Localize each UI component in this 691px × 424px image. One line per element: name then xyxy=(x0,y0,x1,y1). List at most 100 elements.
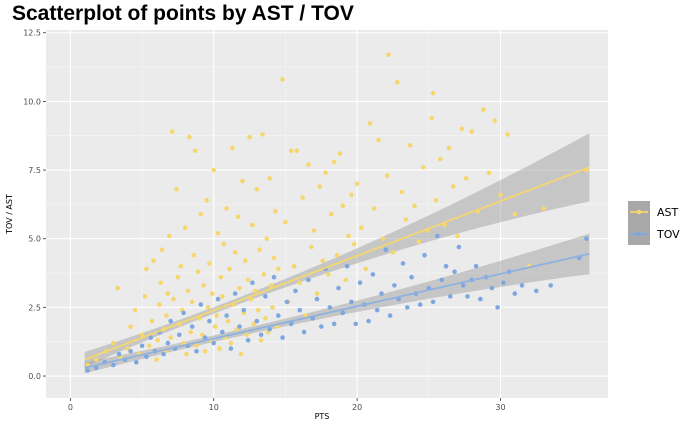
tov-point xyxy=(224,313,229,318)
ast-point xyxy=(154,357,159,362)
ast-point xyxy=(273,209,278,214)
ast-point xyxy=(168,335,173,340)
ast-point xyxy=(268,283,274,288)
x-tick-label: 30 xyxy=(495,403,505,412)
tov-point xyxy=(357,280,363,286)
tov-point xyxy=(319,324,324,329)
ast-point xyxy=(228,340,234,346)
ast-point xyxy=(420,165,426,170)
y-tick-label: 2.5 xyxy=(28,303,41,312)
ast-point xyxy=(230,145,235,151)
ast-point xyxy=(212,324,218,329)
ast-point xyxy=(188,329,194,335)
ast-point xyxy=(247,134,252,140)
confidence-band-ast xyxy=(84,133,590,368)
tov-point xyxy=(349,299,354,305)
ast-point xyxy=(232,250,238,255)
tov-point xyxy=(228,346,234,351)
ast-point xyxy=(271,255,277,261)
tov-point xyxy=(456,244,462,250)
tov-point xyxy=(198,302,204,307)
ast-point xyxy=(317,184,323,189)
tov-point xyxy=(297,307,303,313)
x-axis-ticks: 0 10 20 30 xyxy=(68,398,506,412)
ast-point xyxy=(349,192,354,198)
legend-key-point xyxy=(636,231,642,237)
ast-point xyxy=(267,176,273,181)
ast-point xyxy=(463,176,469,181)
tov-point xyxy=(336,285,341,291)
legend-label: AST xyxy=(657,206,679,219)
tov-point xyxy=(331,321,337,327)
y-tick-label: 12.5 xyxy=(23,29,41,38)
tov-point xyxy=(306,277,311,283)
tov-point xyxy=(452,269,457,275)
ast-point xyxy=(446,145,452,151)
ast-point xyxy=(331,159,337,165)
ast-point xyxy=(158,280,163,286)
tov-point xyxy=(116,351,122,357)
ast-point xyxy=(270,305,275,310)
ast-point xyxy=(469,129,475,134)
tov-point xyxy=(202,335,208,340)
ast-point xyxy=(329,211,334,217)
ast-point xyxy=(215,230,221,236)
tov-point xyxy=(280,335,285,340)
tov-point xyxy=(177,332,182,338)
ast-point xyxy=(351,241,357,247)
ast-point xyxy=(221,241,227,247)
tov-point xyxy=(366,318,371,324)
ast-point xyxy=(155,338,161,343)
ast-point xyxy=(459,126,465,132)
tov-point xyxy=(128,349,133,354)
ast-point xyxy=(205,305,211,310)
ast-point xyxy=(115,285,120,291)
tov-point xyxy=(465,294,470,299)
tov-point xyxy=(392,283,397,288)
ast-point xyxy=(314,291,320,296)
ast-point xyxy=(202,349,208,354)
ast-point xyxy=(132,307,138,313)
ast-point xyxy=(367,121,373,126)
ast-point xyxy=(220,294,225,299)
tov-point xyxy=(383,247,389,252)
ast-point xyxy=(227,266,232,272)
tov-point xyxy=(340,310,346,316)
tov-point xyxy=(473,263,479,269)
tov-point xyxy=(250,280,255,286)
x-axis-title: PTS xyxy=(315,412,330,421)
tov-point xyxy=(548,283,553,288)
tov-point xyxy=(288,321,294,327)
ast-point xyxy=(171,296,176,302)
ast-point xyxy=(237,285,242,291)
tov-point xyxy=(489,285,495,291)
tov-point xyxy=(148,335,153,340)
tov-point xyxy=(220,329,225,335)
ast-point xyxy=(182,225,188,230)
legend: AST TOV xyxy=(628,201,680,245)
tov-point xyxy=(430,299,436,305)
ast-point xyxy=(407,143,413,148)
ast-point xyxy=(395,79,400,85)
ast-point xyxy=(175,274,181,280)
tov-point xyxy=(254,318,260,324)
tov-point xyxy=(409,274,414,280)
tov-point xyxy=(284,299,290,305)
ast-point xyxy=(157,302,162,307)
tov-point xyxy=(276,313,281,318)
ast-point xyxy=(323,170,328,176)
ast-point xyxy=(189,299,195,305)
ast-point xyxy=(217,346,222,351)
ast-point xyxy=(240,178,245,184)
tov-point xyxy=(134,360,139,365)
tov-point xyxy=(400,261,406,266)
ast-point xyxy=(363,266,369,272)
x-tick-label: 10 xyxy=(209,403,219,412)
ast-point xyxy=(181,340,186,346)
ast-point xyxy=(255,307,261,313)
ast-point xyxy=(195,269,201,275)
ast-point xyxy=(311,228,317,233)
ast-point xyxy=(376,137,381,143)
tov-point xyxy=(139,343,145,349)
tov-point xyxy=(301,329,307,335)
